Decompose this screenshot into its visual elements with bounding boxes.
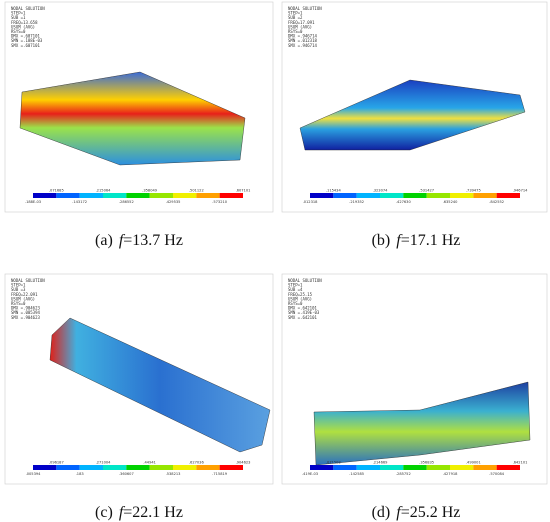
legend-label: .573210 (212, 200, 228, 204)
legend-swatch (427, 193, 450, 198)
legend-label: .427630 (396, 200, 412, 204)
legend-label: .635240 (443, 200, 459, 204)
legend-swatch (403, 465, 426, 470)
legend-swatch (310, 465, 333, 470)
legend-label: .427918 (443, 472, 459, 476)
legend-swatch (333, 465, 356, 470)
legend-swatch (33, 193, 56, 198)
legend-swatch (450, 193, 473, 198)
mode-shapes (20, 72, 530, 465)
legend-label: .499001 (466, 461, 481, 465)
legend-label: .842552 (489, 200, 504, 204)
legend-swatch (150, 465, 173, 470)
header-line: SMX =.607101 (11, 43, 40, 48)
legend-swatch (427, 465, 450, 470)
legend-swatch (310, 193, 333, 198)
caption-label: (b) (372, 232, 391, 249)
legend-swatch (80, 465, 103, 470)
legend-label: .642101 (513, 461, 528, 465)
legend-label: .214669 (373, 461, 389, 465)
legend-swatch (196, 465, 219, 470)
legend-swatch (357, 465, 380, 470)
caption-label: (a) (95, 232, 113, 249)
legend-label: .627036 (189, 461, 205, 465)
legend-label: .356835 (419, 461, 434, 465)
legend-label: .429535 (166, 200, 181, 204)
legend-swatch (150, 193, 173, 198)
legend-label: .501122 (189, 189, 204, 193)
legend-swatch (103, 193, 126, 198)
legend-label: .285752 (396, 472, 411, 476)
legend-swatch (497, 193, 520, 198)
legend-label: .142585 (349, 472, 364, 476)
caption-value: =22.1 Hz (123, 504, 183, 521)
legend-label: .538213 (166, 472, 181, 476)
legend-label: .215064 (96, 189, 112, 193)
legend-label: .271004 (96, 461, 112, 465)
legend-label: .071685 (49, 189, 64, 193)
legend-swatch (220, 465, 243, 470)
figure: NODAL SOLUTIONSTEP=1SUB =1FREQ=13.658USU… (0, 0, 550, 522)
caption-label: (d) (372, 504, 391, 521)
legend-label: .323074 (373, 189, 389, 193)
legend-swatch (333, 193, 356, 198)
legend-swatch (403, 193, 426, 198)
legend-label: .904623 (236, 461, 251, 465)
legend-label: .115434 (326, 189, 342, 193)
legend-label: .360607 (119, 472, 134, 476)
legend-swatch (220, 193, 243, 198)
legend-label: .143172 (72, 200, 87, 204)
legend-label: .096187 (49, 461, 64, 465)
caption-value: =13.7 Hz (123, 232, 183, 249)
legend-swatch (380, 193, 403, 198)
legend-swatch (80, 193, 103, 198)
legend-label: .012318 (303, 200, 319, 204)
legend-label: .44941 (143, 461, 156, 465)
legend-swatch (103, 465, 126, 470)
caption: (a)f=13.7 Hz (95, 232, 183, 249)
legend-swatch (357, 193, 380, 198)
caption: (b)f=17.1 Hz (372, 232, 461, 249)
legend-label: .419E-03 (302, 472, 318, 476)
legend-label: .570084 (489, 472, 505, 476)
legend-swatch (196, 193, 219, 198)
legend-swatch (126, 193, 149, 198)
header-line: SMX =.642101 (288, 315, 317, 320)
header-line: SMX =.904623 (11, 315, 40, 320)
legend-swatch (450, 465, 473, 470)
legend-label: .219352 (349, 200, 364, 204)
legend-swatch (126, 465, 149, 470)
legend-label: .946714 (513, 189, 529, 193)
legend-swatch (173, 193, 196, 198)
legend-label: .071502 (326, 461, 341, 465)
legend-swatch (380, 465, 403, 470)
legend-swatch (56, 193, 79, 198)
caption-label: (c) (95, 504, 113, 521)
legend-label: .358049 (142, 189, 158, 193)
legend-label: .183 (76, 472, 84, 476)
legend-label: .531427 (419, 189, 434, 193)
header-line: SMX =.946714 (288, 43, 317, 48)
caption-value: =17.1 Hz (401, 232, 461, 249)
legend-label: .715819 (212, 472, 228, 476)
legend-swatch (497, 465, 520, 470)
legend-label: .286552 (119, 200, 134, 204)
caption: (d)f=25.2 Hz (372, 504, 461, 521)
legend-label: .607101 (236, 189, 251, 193)
legend-swatch (33, 465, 56, 470)
legend-label: .005394 (26, 472, 42, 476)
legend-swatch (473, 193, 496, 198)
caption: (c)f=22.1 Hz (95, 504, 183, 521)
legend-swatch (173, 465, 196, 470)
caption-value: =25.2 Hz (401, 504, 461, 521)
legend-label: .188E-03 (25, 200, 41, 204)
legend-swatch (473, 465, 496, 470)
legend-swatch (56, 465, 79, 470)
legend-label: .739475 (466, 189, 481, 193)
